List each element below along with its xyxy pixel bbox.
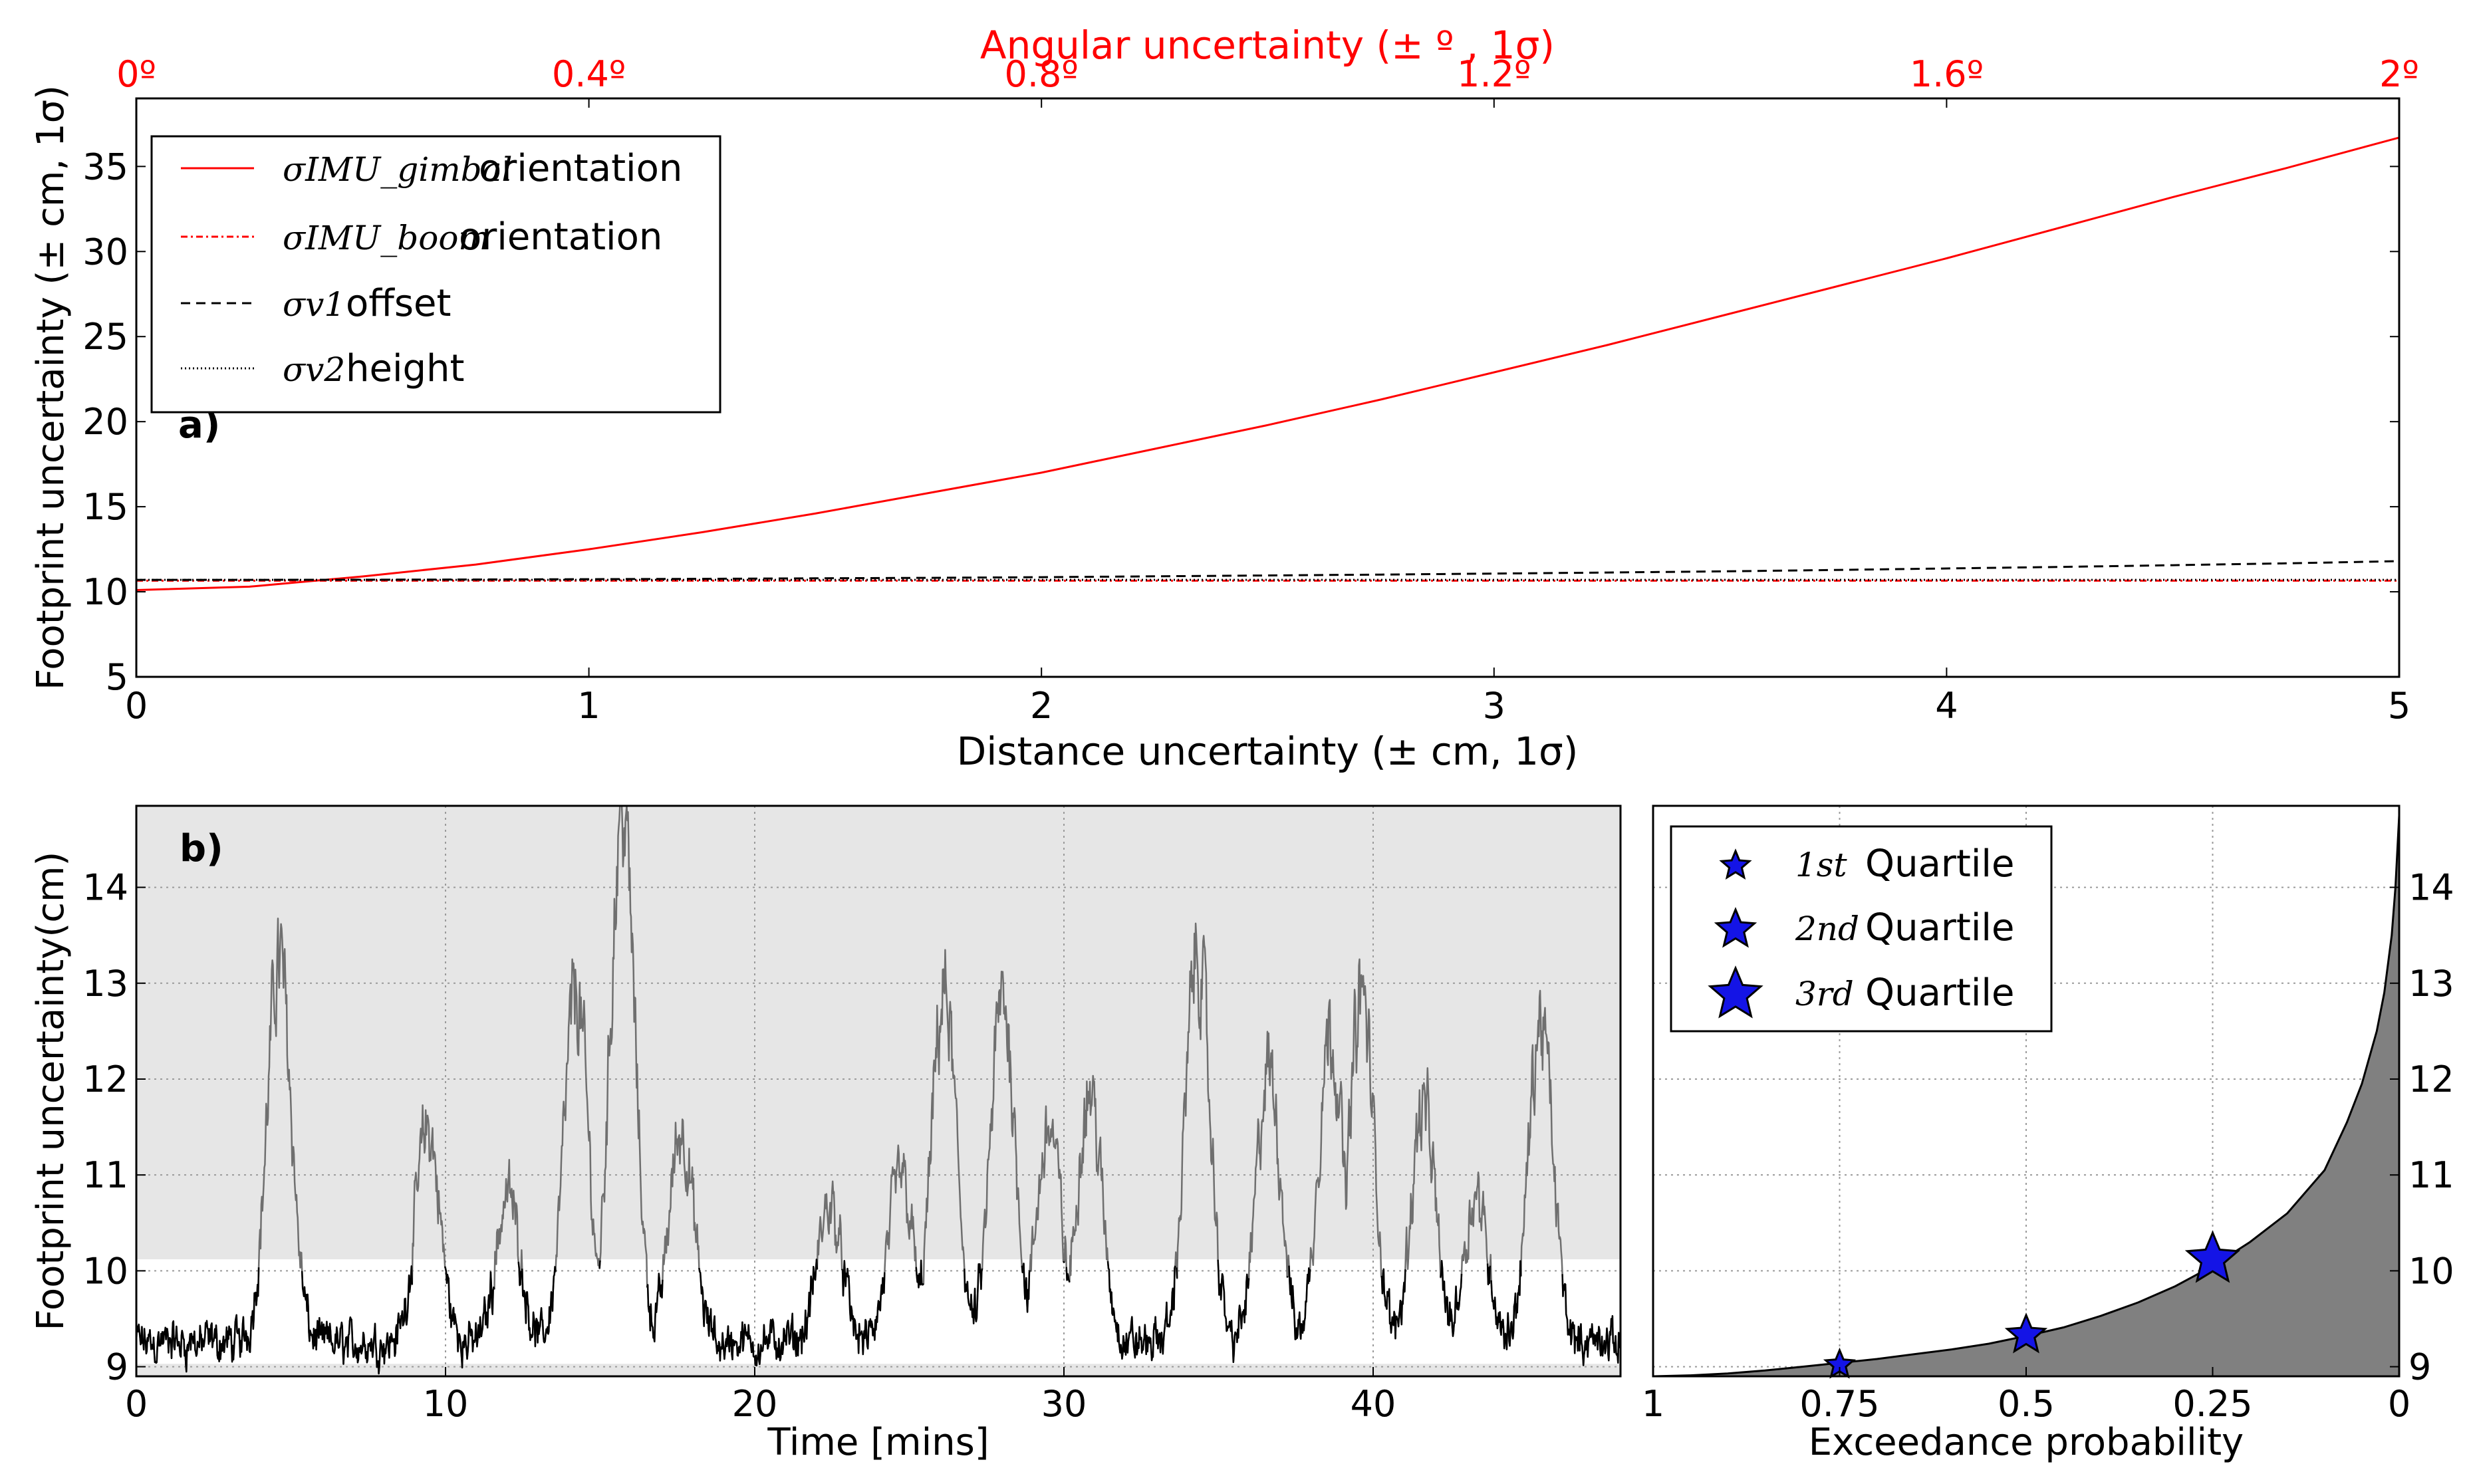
b-x-tick-label: 20: [732, 1383, 778, 1425]
quartile-marker-2nd: [2004, 1312, 2048, 1354]
legend-v1-offset-name: σv1: [283, 285, 345, 324]
a-y-tick-label: 35: [82, 146, 128, 187]
legend-marker-1st: [1719, 848, 1752, 880]
panel-b-trace-below-median: [135, 1258, 1622, 1375]
a-top-tick-label: 1.6º: [1910, 53, 1984, 95]
a-y-tick-label: 5: [106, 656, 128, 698]
a-top-tick-label: 0º: [116, 53, 156, 95]
a-top-tick-label: 0.8º: [1005, 53, 1079, 95]
b-y-tick-label: 9: [106, 1346, 128, 1388]
panel-a-lines: [136, 136, 2400, 591]
panel-a-x-axis-label: Distance uncertainty (± cm, 1σ): [957, 729, 1579, 774]
panel-c-legend: 1st Quartile 2nd Quartile 3rd Quartile: [1670, 825, 2053, 1033]
c-x-tick-label: 0: [2388, 1383, 2410, 1425]
panel-a-top-ticks: 0º 0.4º 0.8º 1.2º 1.6º 2º: [116, 53, 2419, 95]
panel-b-grid: [136, 806, 1621, 1376]
c-x-tick-label: 0.25: [2172, 1383, 2252, 1425]
c-y-tick-label: 10: [2408, 1250, 2454, 1292]
panel-c-x-axis-label: Exceedance probability: [1809, 1421, 2244, 1464]
series-imu-gimbal-line: [136, 136, 2400, 591]
legend-marker-3rd: [1708, 965, 1763, 1019]
panel-b-y-axis-label: Footprint uncertainty(cm): [29, 852, 72, 1331]
a-top-tick-label: 1.2º: [1457, 53, 1531, 95]
panel-c-legend-markers: [1708, 848, 1763, 1019]
panel-a: 0 1 2 3 4 5 5 10 15 20 25 30 35 0º 0.4º 0.8º 1.2º 1.6º 2…: [29, 23, 2419, 774]
a-x-tick-label: 3: [1483, 685, 1505, 727]
legend-imu-boom-name: σIMU_boom: [283, 219, 490, 257]
b-x-tick-label: 10: [423, 1383, 469, 1425]
panel-b-y-ticks: 9 10 11 12 13 14: [82, 867, 146, 1388]
a-top-tick-label: 2º: [2379, 53, 2419, 95]
legend-q2-label: 2nd: [1795, 910, 1859, 948]
c-y-tick-label: 14: [2408, 867, 2454, 909]
b-y-tick-label: 12: [82, 1058, 128, 1100]
legend-q1-label: 1st: [1795, 846, 1847, 884]
panel-a-frame: [135, 97, 2400, 678]
b-y-tick-label: 10: [82, 1250, 128, 1292]
panel-a-legend-box: [150, 135, 721, 414]
b-y-tick-label: 11: [82, 1154, 128, 1196]
legend-v2-height-suffix: height: [346, 347, 465, 390]
a-x-tick-label: 4: [1935, 685, 1958, 727]
panel-b-lower-band: [136, 1364, 1621, 1376]
c-y-tick-label: 9: [2408, 1346, 2431, 1388]
legend-imu-gimbal-name: σIMU_gimbal: [283, 150, 512, 189]
series-v1-offset-line: [136, 560, 2400, 581]
c-x-tick-label: 1: [1642, 1383, 1664, 1425]
b-y-tick-label: 13: [82, 963, 128, 1005]
legend-marker-2nd: [1714, 907, 1757, 948]
panel-a-y-axis-label: Footprint uncertainty (± cm, 1σ): [29, 85, 72, 690]
panel-c-exceedance-area: [1652, 815, 2400, 1378]
panel-b-x-axis-label: Time [mins]: [767, 1421, 989, 1464]
panel-b-label: b): [180, 827, 223, 870]
b-x-tick-label: 30: [1041, 1383, 1087, 1425]
a-x-tick-label: 0: [125, 685, 148, 727]
a-x-tick-label: 2: [1030, 685, 1053, 727]
panel-a-top-axis-label: Angular uncertainty (± º , 1σ): [980, 23, 1555, 68]
legend-q3-label: 3rd: [1795, 975, 1854, 1013]
a-y-tick-label: 20: [82, 401, 128, 443]
legend-v1-offset-suffix: offset: [346, 282, 451, 325]
c-x-tick-label: 0.5: [1998, 1383, 2055, 1425]
panel-a-legend: σIMU_gimbal orientation σIMU_boom orient…: [150, 135, 721, 414]
b-x-tick-label: 40: [1351, 1383, 1396, 1425]
panel-c-x-ticks: 1 0.75 0.5 0.25 0: [1642, 1367, 2410, 1425]
quartile-marker-3rd: [2184, 1230, 2241, 1283]
a-top-tick-label: 0.4º: [552, 53, 626, 95]
panel-b-frame: [135, 804, 1622, 1378]
legend-q2-suffix: Quartile: [1865, 906, 2014, 949]
a-x-tick-label: 5: [2388, 685, 2410, 727]
legend-imu-gimbal-suffix: orientation: [479, 147, 682, 190]
c-y-tick-label: 13: [2408, 963, 2454, 1005]
c-x-tick-label: 0.75: [1799, 1383, 1879, 1425]
b-x-tick-label: 0: [125, 1383, 148, 1425]
legend-q1-suffix: Quartile: [1865, 842, 2014, 886]
a-y-tick-label: 10: [82, 571, 128, 613]
panel-a-x-ticks: 0 1 2 3 4 5: [125, 98, 2410, 727]
panel-b-upper-band: [136, 806, 1621, 1260]
a-y-tick-label: 30: [82, 231, 128, 273]
b-y-tick-label: 14: [82, 867, 128, 909]
c-y-tick-label: 12: [2408, 1058, 2454, 1100]
c-y-tick-label: 11: [2408, 1154, 2454, 1196]
panel-b-x-ticks: 0 10 20 30 40: [125, 1367, 1396, 1425]
panel-b: 0 10 20 30 40 9 10 11 12 13 14 b) Time [mins] Foo…: [29, 804, 1622, 1464]
legend-q3-suffix: Quartile: [1865, 971, 2014, 1015]
panel-a-y-ticks: 5 10 15 20 25 30 35: [82, 146, 2399, 698]
panel-c-y-ticks: 9 10 11 12 13 14: [2390, 867, 2454, 1388]
a-y-tick-label: 15: [82, 486, 128, 528]
legend-imu-boom-suffix: orientation: [459, 215, 662, 259]
a-x-tick-label: 1: [577, 685, 600, 727]
legend-v2-height-name: σv2: [283, 350, 345, 389]
a-y-tick-label: 25: [82, 316, 128, 358]
panel-c: 1 0.75 0.5 0.25 0 9 10 11 12 13 14 Exceedance pro…: [1642, 804, 2454, 1464]
